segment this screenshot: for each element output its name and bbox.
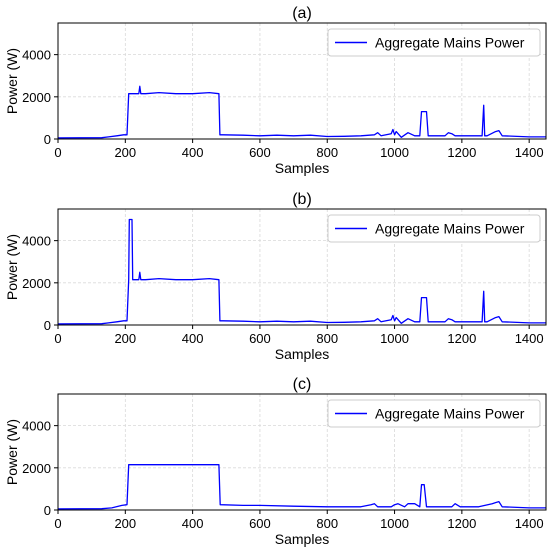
x-axis-label: Samples	[275, 346, 329, 362]
y-tick-label: 0	[44, 503, 51, 518]
series-line	[57, 218, 546, 325]
legend-label: Aggregate Mains Power	[375, 35, 525, 51]
x-tick-label: 400	[182, 331, 204, 346]
y-tick-label: 4000	[22, 419, 51, 434]
y-tick-label: 0	[44, 318, 51, 333]
y-tick-label: 2000	[22, 90, 51, 105]
legend-label: Aggregate Mains Power	[375, 406, 525, 422]
plot-frame	[57, 393, 547, 511]
y-tick-label: 0	[44, 132, 51, 147]
plot-frame	[57, 22, 547, 140]
x-tick-label: 200	[114, 145, 136, 160]
series-line	[57, 85, 546, 139]
panel-title: (b)	[292, 191, 312, 208]
x-tick-label: 1200	[447, 145, 476, 160]
x-tick-label: 200	[114, 516, 136, 531]
x-axis-label: Samples	[275, 160, 329, 176]
y-axis-label: Power (W)	[4, 48, 20, 114]
x-tick-label: 200	[114, 331, 136, 346]
series-line	[57, 464, 546, 510]
x-tick-label: 0	[54, 331, 61, 346]
panel-b: 0 200 400 600 800 1000 1200 1400 0 2000 4000 (b) P…	[4, 191, 547, 362]
x-tick-label: 0	[54, 516, 61, 531]
y-axis-label: Power (W)	[4, 419, 20, 485]
y-tick-label: 4000	[22, 234, 51, 249]
x-tick-label: 1000	[380, 145, 409, 160]
x-tick-label: 400	[182, 516, 204, 531]
x-tick-label: 800	[316, 331, 338, 346]
x-tick-label: 1400	[515, 145, 544, 160]
x-tick-label: 1400	[515, 331, 544, 346]
x-tick-label: 800	[316, 145, 338, 160]
panel-c: 0 200 400 600 800 1000 1200 1400 0 2000 4000 (c) P…	[4, 376, 547, 547]
y-tick-label: 2000	[22, 461, 51, 476]
x-tick-label: 1400	[515, 516, 544, 531]
x-tick-label: 1000	[380, 331, 409, 346]
x-tick-label: 600	[249, 145, 271, 160]
x-tick-label: 600	[249, 516, 271, 531]
legend-label: Aggregate Mains Power	[375, 221, 525, 237]
x-tick-label: 800	[316, 516, 338, 531]
panel-title: (c)	[293, 376, 312, 393]
x-axis-label: Samples	[275, 531, 329, 547]
legend-box	[327, 399, 541, 428]
y-tick-label: 4000	[22, 48, 51, 63]
plot-frame	[57, 208, 547, 326]
panel-a: 0 200 400 600 800 1000 1200 1400 0 2000 4000 (a) P…	[4, 5, 547, 176]
x-tick-label: 0	[54, 145, 61, 160]
y-axis-label: Power (W)	[4, 234, 20, 300]
panel-title: (a)	[292, 5, 312, 22]
legend-box	[327, 214, 541, 243]
x-tick-label: 1000	[380, 516, 409, 531]
x-tick-label: 400	[182, 145, 204, 160]
x-tick-label: 600	[249, 331, 271, 346]
y-tick-label: 2000	[22, 276, 51, 291]
x-tick-label: 1200	[447, 516, 476, 531]
x-tick-label: 1200	[447, 331, 476, 346]
legend-box	[327, 28, 541, 57]
